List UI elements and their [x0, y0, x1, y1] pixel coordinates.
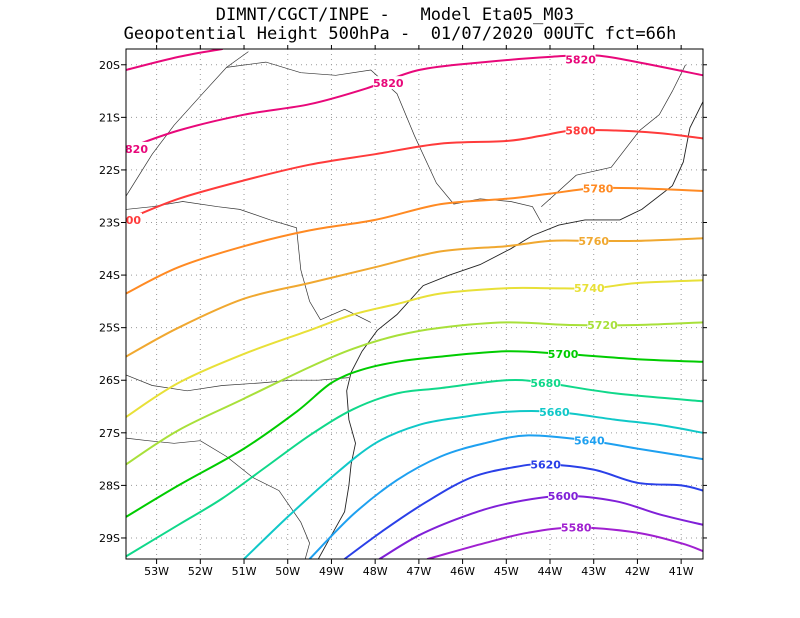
contour-label-bg-2 — [565, 123, 596, 137]
contour-label-5700-7: 5700 — [548, 348, 579, 361]
contour-5680-8 — [126, 378, 703, 558]
x-tick-label-11: 42W — [625, 565, 650, 578]
map-layer — [126, 51, 703, 559]
x-tick-label-1: 52W — [188, 565, 213, 578]
contour-label-5660-9: 5660 — [539, 406, 570, 419]
state-border-4 — [226, 61, 542, 223]
contour-label-bg-11 — [530, 457, 561, 471]
edge-label-bg-5820 — [126, 141, 150, 155]
contour-label-5640-10: 5640 — [574, 435, 605, 448]
y-tick-label-1: 21S — [99, 111, 120, 124]
contour-label-5600-12: 5600 — [548, 490, 579, 503]
contour-5820-1 — [126, 54, 703, 150]
contour-label-bg-13 — [561, 520, 592, 534]
chart-title-line-2: Geopotential Height 500hPa - 01/07/2020 … — [123, 24, 677, 44]
contour-label-5800-2: 5800 — [565, 124, 596, 137]
y-tick-label-8: 28S — [99, 479, 120, 492]
contour-5600-12 — [378, 494, 703, 559]
chart-title-line-1: DIMNT/CGCT/INPE - Model Eta05_M03_ — [215, 5, 585, 25]
contour-5820-0 — [126, 49, 224, 71]
contour-label-bg-8 — [530, 375, 561, 389]
x-tick-label-9: 44W — [538, 565, 563, 578]
contour-label-5820-0: 5820 — [565, 54, 596, 67]
x-tick-label-10: 43W — [581, 565, 606, 578]
edge-label-5800: 00 — [126, 214, 142, 227]
contour-label-5820-1: 5820 — [373, 77, 404, 90]
contour-label-bg-6 — [587, 318, 618, 332]
y-tick-label-0: 20S — [99, 59, 120, 72]
contour-5700-7 — [126, 350, 703, 518]
contour-label-bg-1 — [373, 76, 404, 90]
contour-layer — [126, 49, 703, 559]
x-tick-label-3: 50W — [275, 565, 300, 578]
contour-label-bg-0 — [565, 52, 596, 66]
x-tick-label-12: 41W — [669, 565, 694, 578]
contour-label-5740-5: 5740 — [574, 282, 605, 295]
contour-label-5620-11: 5620 — [530, 458, 561, 471]
edge-label-bg-5800 — [126, 212, 142, 226]
contour-label-bg-3 — [583, 181, 614, 195]
contour-5740-5 — [126, 279, 703, 418]
state-border-2 — [126, 201, 371, 323]
coastline — [317, 101, 703, 559]
contour-5660-9 — [243, 409, 703, 559]
plot-frame — [125, 48, 704, 560]
contour-label-5780-3: 5780 — [583, 182, 614, 195]
axis-layer: 53W 52W 51W 50W 49W 48W 47W 46W 45W 44W 43W 42W 41W 2… — [99, 45, 707, 578]
contour-label-bg-10 — [574, 433, 605, 447]
contour-label-bg-5 — [574, 281, 605, 295]
x-tick-label-6: 47W — [406, 565, 431, 578]
x-tick-label-8: 45W — [494, 565, 519, 578]
x-tick-label-2: 51W — [232, 565, 257, 578]
contour-label-bg-9 — [539, 404, 570, 418]
contour-label-bg-4 — [578, 233, 609, 247]
y-tick-label-4: 24S — [99, 269, 120, 282]
x-tick-label-4: 49W — [319, 565, 344, 578]
state-border-5 — [541, 64, 686, 207]
y-tick-label-9: 29S — [99, 532, 120, 545]
y-tick-label-3: 23S — [99, 217, 120, 230]
grid-layer — [126, 49, 703, 559]
x-tick-label-7: 46W — [450, 565, 475, 578]
contour-label-bg-12 — [548, 488, 579, 502]
x-tick-label-5: 48W — [363, 565, 388, 578]
y-tick-label-2: 22S — [99, 164, 120, 177]
contour-label-5760-4: 5760 — [578, 235, 609, 248]
state-border-1 — [126, 374, 349, 392]
y-tick-label-5: 25S — [99, 322, 120, 335]
edge-label-5820: 820 — [125, 143, 148, 156]
x-tick-label-0: 53W — [144, 565, 169, 578]
contour-5620-11 — [343, 463, 703, 559]
state-border-3 — [126, 51, 249, 197]
contour-5640-10 — [308, 434, 703, 559]
contour-label-5580-13: 5580 — [561, 521, 592, 534]
contour-label-layer: 5820 5820 5800 5780 5760 5740 5720 5700 5680 5660… — [125, 52, 618, 534]
contour-label-5680-8: 5680 — [530, 377, 561, 390]
y-tick-label-7: 27S — [99, 427, 120, 440]
contour-label-5720-6: 5720 — [587, 319, 618, 332]
contour-5800-2 — [126, 128, 703, 221]
contour-label-bg-7 — [548, 346, 579, 360]
y-tick-label-6: 26S — [99, 374, 120, 387]
